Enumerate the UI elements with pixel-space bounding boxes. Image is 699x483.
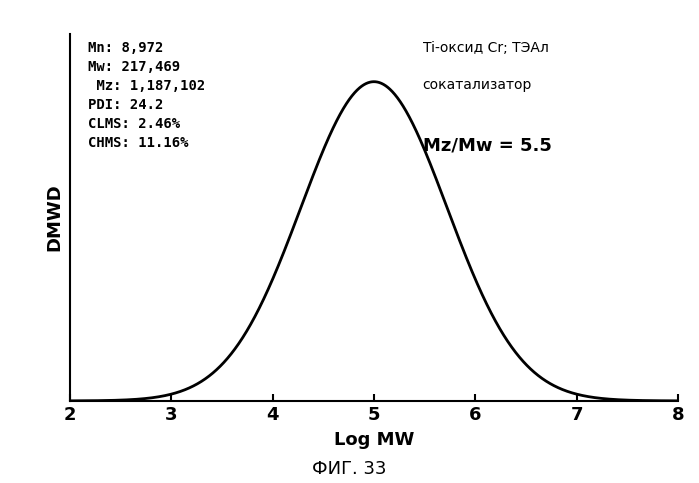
Text: ФИГ. 33: ФИГ. 33 <box>312 460 387 478</box>
Text: Ti-оксид Cr; ТЭАл: Ti-оксид Cr; ТЭАл <box>423 41 549 55</box>
Text: Mn: 8,972
Mw: 217,469
 Mz: 1,187,102
PDI: 24.2
CLMS: 2.46%
CHMS: 11.16%: Mn: 8,972 Mw: 217,469 Mz: 1,187,102 PDI:… <box>88 41 206 150</box>
Y-axis label: DMWD: DMWD <box>45 184 63 251</box>
Text: сокатализатор: сокатализатор <box>423 78 532 92</box>
Text: Mz/Mw = 5.5: Mz/Mw = 5.5 <box>423 137 552 155</box>
X-axis label: Log MW: Log MW <box>334 431 414 449</box>
